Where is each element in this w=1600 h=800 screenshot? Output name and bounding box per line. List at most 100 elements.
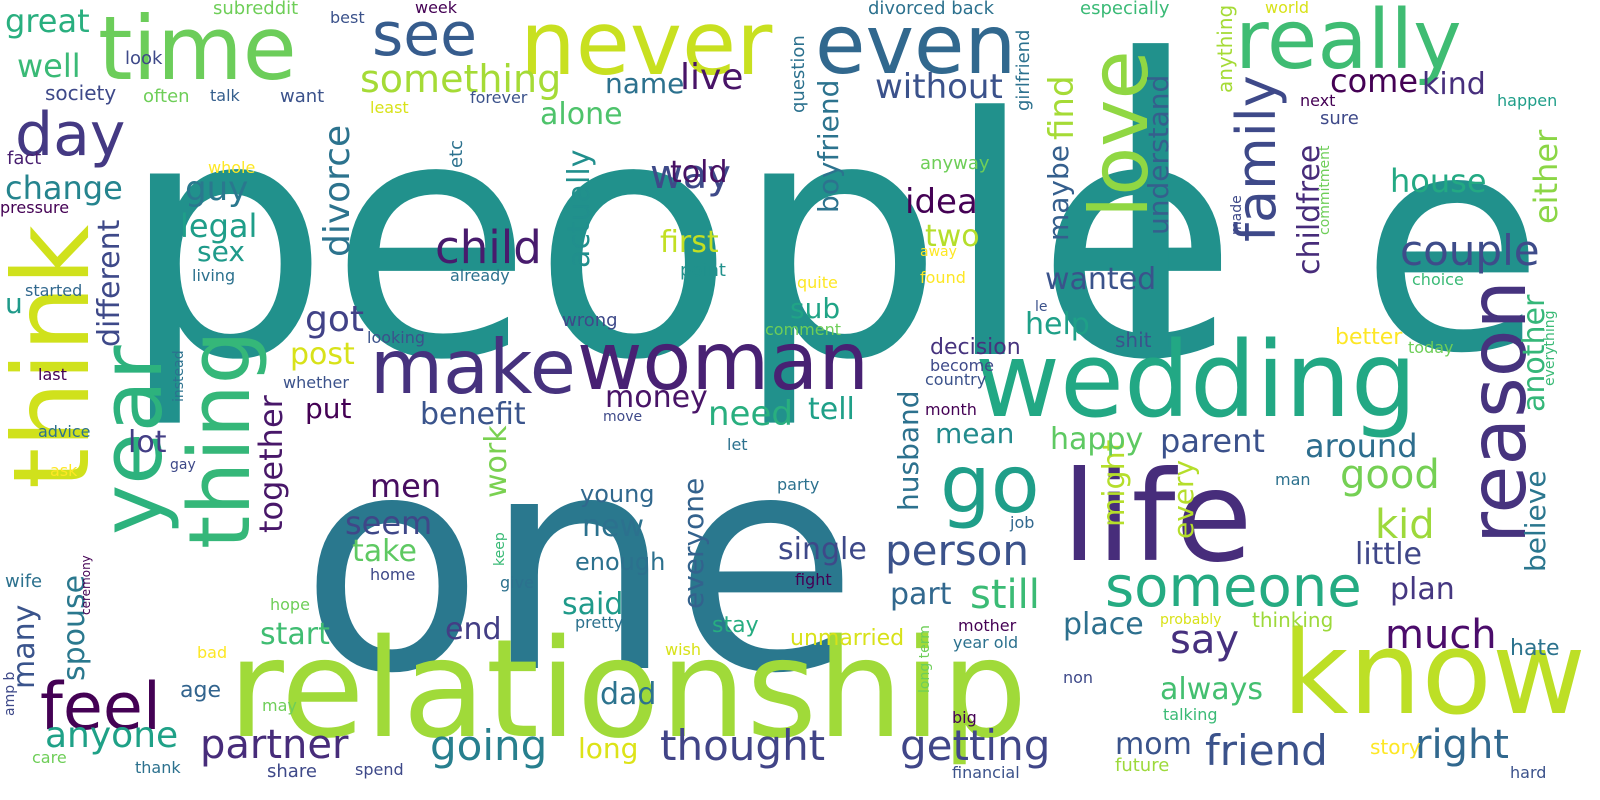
word-great: great [5,2,90,40]
word-job: job [1010,513,1035,532]
word-guy: guy [185,169,249,209]
word-shit: shit [1115,328,1152,352]
word-need: need [708,394,793,434]
word-amp-b: amp b [2,671,18,716]
word-kid: kid [1375,502,1435,548]
word-party: party [777,475,820,494]
word-time: time [98,0,297,100]
word-idea: idea [905,182,978,222]
word-etc: etc [446,139,467,168]
word-anyway: anyway [920,153,990,174]
word-girlfriend: girlfriend [1013,29,1034,111]
word-different: different [92,219,127,347]
word-home: home [370,565,416,584]
word-make: make [370,323,576,411]
word-last: last [38,365,67,384]
word-world: world [1265,0,1310,17]
word-mom: mom [1115,727,1192,762]
word-everything: everything [1542,310,1558,386]
word-help: help [1025,307,1090,342]
word-today: today [1408,338,1454,357]
word-couple: couple [1400,226,1540,275]
word-started: started [25,281,83,300]
word-friend: friend [1205,726,1328,775]
word-one: one [300,390,859,739]
word-man: man [1275,470,1311,489]
word-believe: believe [1519,470,1552,572]
word-something: something [360,57,562,101]
word-got: got [305,299,364,340]
word-much: much [1385,612,1497,658]
word-age: age [180,678,221,703]
word-choice: choice [1412,270,1464,289]
word-getting: getting [900,721,1051,770]
word-people: people [120,48,1239,432]
word-away: away [920,244,957,260]
word-change: change [5,169,123,207]
word-everyone: everyone [677,477,710,609]
word-money: money [605,380,708,415]
word-even: even [815,0,1017,93]
word-le: le [1035,299,1048,315]
word-living: living [192,266,236,285]
word-anything: anything [1213,4,1237,93]
word-enough: enough [575,548,666,576]
word-comment: comment [765,320,842,339]
word-subreddit: subreddit [213,0,299,19]
word-maybe: maybe [1042,144,1075,241]
word-wrong: wrong [562,310,618,331]
word-said: said [562,587,624,622]
word-thinking: thinking [1252,608,1334,632]
word-relationship: relationship [228,611,1028,769]
word-find: find [1042,75,1082,140]
word-post: post [290,337,355,372]
word-probably: probably [1160,612,1222,628]
word-child: child [435,221,542,274]
word-fact: fact [7,148,42,169]
word-question: question [788,35,809,113]
word-future: future [1115,755,1170,776]
word-wanted: wanted [1045,262,1157,297]
word-parent: parent [1160,422,1265,460]
word-without: without [875,67,1003,107]
word-plan: plan [1390,572,1455,607]
word-ceremony: ceremony [79,555,93,615]
word-non: non [1063,668,1094,687]
word-week: week [415,0,458,17]
word-partner: partner [200,722,349,768]
word-every: every [1167,459,1200,539]
word-someone: someone [1105,555,1362,620]
word-quite: quite [797,273,838,292]
word-place: place [1063,607,1144,642]
word-long: long [578,732,639,765]
word-talk: talk [210,86,240,105]
word-never: never [520,0,773,95]
word-two: two [925,219,980,254]
word-going: going [430,721,548,770]
word-end: end [445,612,502,647]
word-anyone: anyone [45,715,179,756]
word-well: well [17,47,81,85]
word-hate: hate [1510,636,1560,661]
word-often: often [143,86,190,107]
word-benefit: benefit [420,397,526,432]
word-start: start [260,617,330,652]
word-happen: happen [1497,91,1558,110]
word-keep: keep [492,532,508,566]
word-u: u [5,287,23,320]
word-husband: husband [892,390,925,511]
word-good: good [1340,452,1440,498]
word-forever: forever [470,88,528,107]
word-little: little [1355,537,1422,572]
word-e: e [1360,70,1545,419]
word-kind: kind [1422,67,1486,102]
word-ask: ask [50,461,78,480]
word-divorced-back: divorced back [868,0,994,19]
word-year-old: year old [953,633,1019,652]
word-thought: thought [660,721,826,770]
word-name: name [605,67,685,100]
word-really: really [1235,0,1462,88]
word-story: story [1370,735,1421,759]
word-may: may [262,696,297,715]
word-l: l [1095,0,1207,442]
